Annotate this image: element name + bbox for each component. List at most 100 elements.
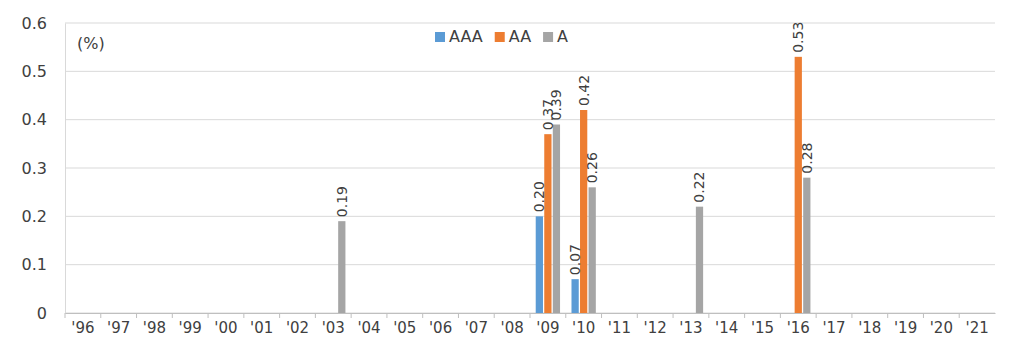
y-tick: 0.6 (22, 14, 65, 33)
x-tick-label: '10 (572, 319, 595, 337)
y-tick: 0 (37, 304, 65, 323)
x-tick: '19 (888, 313, 917, 337)
x-tick-mark (100, 313, 101, 318)
x-tick-mark (887, 313, 888, 318)
x-tick-mark (959, 313, 960, 318)
legend-label: A (557, 27, 568, 46)
x-tick-mark (136, 313, 137, 318)
data-label: 0.39 (548, 89, 564, 120)
x-tick-label: '17 (822, 319, 845, 337)
bar (580, 110, 587, 313)
x-tick-mark (458, 313, 459, 318)
x-tick-mark (422, 313, 423, 318)
y-tick: 0.4 (22, 110, 65, 129)
x-tick-mark (816, 313, 817, 318)
legend-label: AA (509, 27, 531, 46)
x-tick-label: '97 (107, 319, 130, 337)
data-label: 0.42 (576, 75, 592, 106)
data-label: 0.22 (691, 171, 707, 202)
data-labels: 0.200.070.370.420.530.190.390.260.220.28 (334, 22, 815, 276)
x-tick: '08 (494, 313, 523, 337)
x-tick-label: '19 (894, 319, 917, 337)
x-tick: '09 (530, 313, 559, 337)
bar (795, 57, 802, 313)
x-tick-mark (315, 313, 316, 318)
x-tick: '16 (780, 313, 809, 337)
y-tick: 0.1 (22, 255, 65, 274)
x-tick-mark (851, 313, 852, 318)
legend-swatch (495, 32, 505, 42)
x-tick-mark (744, 313, 745, 318)
y-tick-label: 0.3 (22, 159, 47, 178)
y-axis: 0 0.1 0.2 0.3 0.4 0.5 0.6 (22, 14, 66, 323)
y-tick-label: 0 (37, 304, 47, 323)
x-tick: '00 (208, 313, 237, 337)
x-tick: '11 (602, 313, 631, 337)
x-tick: '10 (566, 313, 595, 337)
x-tick-label: '21 (966, 319, 989, 337)
x-tick: '01 (244, 313, 273, 337)
bar (544, 134, 551, 313)
x-tick-mark (243, 313, 244, 318)
grid-line (65, 23, 995, 24)
bar (571, 279, 578, 313)
bar (536, 216, 543, 313)
chart: 0 0.1 0.2 0.3 0.4 0.5 0.6 '96 '97 '98 '99 '00 '01 '02… (0, 0, 1012, 352)
y-tick-label: 0.2 (22, 207, 47, 226)
x-tick-mark (494, 313, 495, 318)
x-tick-mark (637, 313, 638, 318)
x-tick-label: '99 (179, 319, 202, 337)
x-tick-mark (780, 313, 781, 318)
x-tick-label: '09 (536, 319, 559, 337)
x-tick-label: '18 (858, 319, 881, 337)
legend-label: AAA (449, 27, 483, 46)
x-tick-mark (351, 313, 352, 318)
x-tick-label: '00 (214, 319, 237, 337)
bar (803, 178, 810, 313)
x-tick: '21 (959, 313, 988, 337)
x-tick-label: '14 (715, 319, 738, 337)
legend-swatch (543, 32, 553, 42)
x-tick-mark (65, 313, 66, 318)
grid (65, 23, 995, 313)
x-tick-label: '07 (465, 319, 488, 337)
y-tick: 0.2 (22, 207, 65, 226)
x-tick-label: '11 (608, 319, 631, 337)
x-tick-label: '03 (322, 319, 345, 337)
x-tick: '15 (745, 313, 774, 337)
x-tick: '20 (923, 313, 952, 337)
x-tick: '96 (65, 313, 94, 337)
x-tick: '98 (137, 313, 166, 337)
grid-line (65, 119, 995, 120)
x-tick: '02 (280, 313, 309, 337)
x-tick-label: '02 (286, 319, 309, 337)
y-axis-title: (%) (77, 34, 105, 53)
bar (338, 221, 345, 313)
x-tick-mark (601, 313, 602, 318)
x-tick: '05 (387, 313, 416, 337)
x-tick: '13 (673, 313, 702, 337)
x-tick-label: '12 (644, 319, 667, 337)
y-tick-label: 0.6 (22, 14, 47, 33)
x-tick: '07 (458, 313, 487, 337)
y-tick: 0.5 (22, 62, 65, 81)
grid-line (65, 71, 995, 72)
x-tick-label: '05 (393, 319, 416, 337)
bar (553, 125, 560, 314)
x-tick-label: '15 (751, 319, 774, 337)
y-tick: 0.3 (22, 159, 65, 178)
x-tick-mark (923, 313, 924, 318)
x-tick: '18 (852, 313, 881, 337)
x-tick-label: '04 (357, 319, 380, 337)
bar (589, 187, 596, 313)
x-tick-label: '16 (787, 319, 810, 337)
x-tick-mark (172, 313, 173, 318)
x-tick-mark (673, 313, 674, 318)
x-tick-label: '06 (429, 319, 452, 337)
y-tick-label: 0.4 (22, 110, 47, 129)
x-tick-mark (386, 313, 387, 318)
x-tick: '12 (637, 313, 666, 337)
grid-line (65, 216, 995, 217)
data-label: 0.07 (567, 244, 583, 275)
x-tick-mark (208, 313, 209, 318)
